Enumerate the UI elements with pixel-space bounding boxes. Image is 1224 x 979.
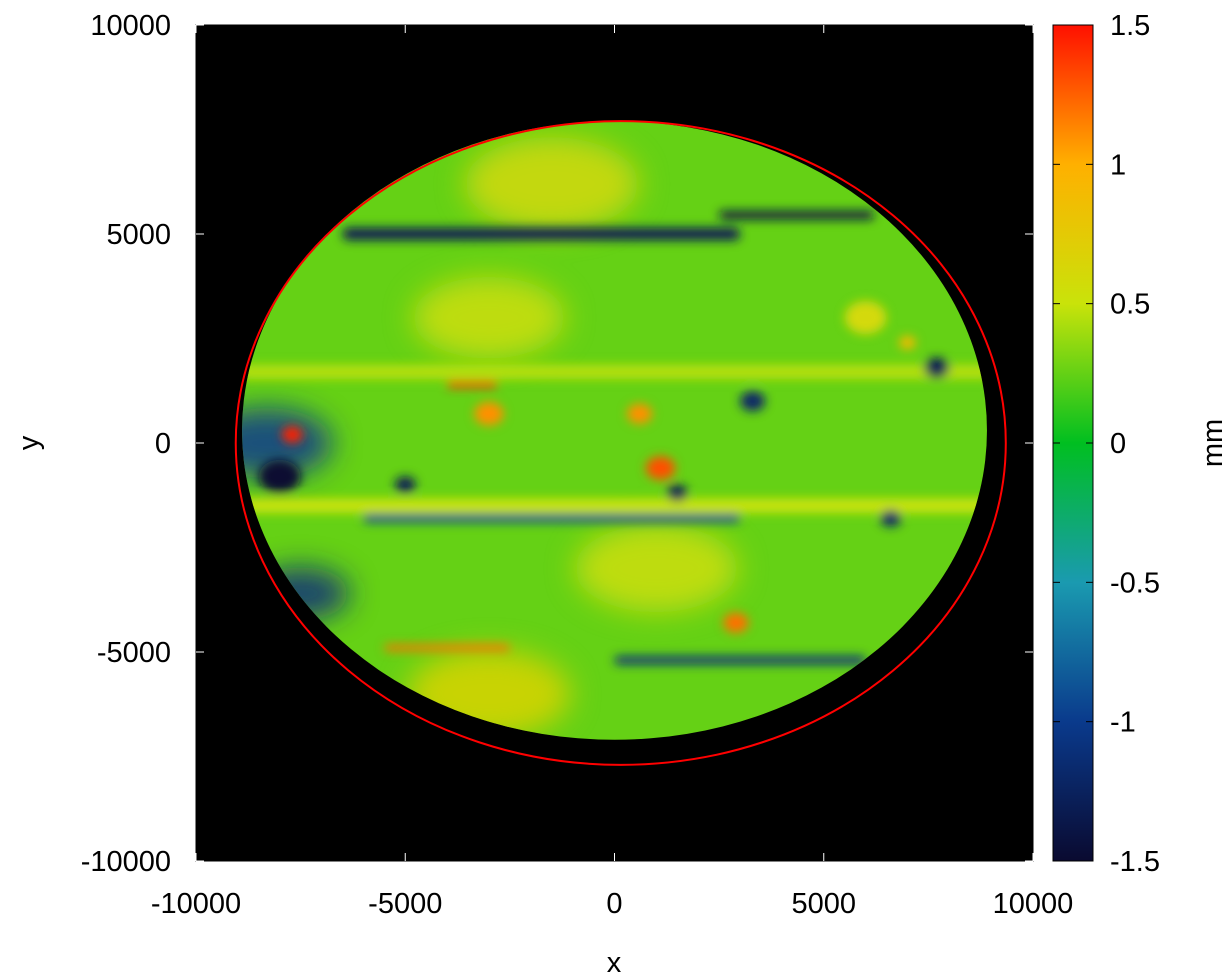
colorbar-label: mm — [1197, 419, 1224, 467]
x-tick-label: -10000 — [151, 888, 241, 920]
feature-band — [719, 211, 874, 220]
feature-spot — [880, 509, 902, 527]
x-tick-label: 5000 — [791, 888, 856, 920]
heatmap-features — [242, 211, 987, 665]
feature-spot — [844, 300, 887, 335]
feature-band — [614, 656, 866, 665]
x-axis-label: x — [607, 947, 622, 979]
x-tick-label: 10000 — [993, 888, 1074, 920]
feature-region — [464, 137, 639, 231]
x-tick-label: -5000 — [368, 888, 442, 920]
feature-region — [574, 524, 738, 613]
y-tick-label: -10000 — [81, 846, 171, 878]
feature-spot — [723, 612, 749, 633]
feature-spot — [394, 476, 416, 494]
y-tick-label: -5000 — [97, 637, 171, 669]
colorbar-tick-label: 0.5 — [1110, 289, 1150, 321]
colorbar-tick-label: -1 — [1110, 707, 1136, 739]
colorbar-tick-label: 1.5 — [1110, 10, 1150, 42]
feature-band — [384, 644, 510, 651]
disk-base-fill — [242, 121, 987, 740]
feature-band — [242, 364, 987, 380]
data-disk — [234, 120, 1007, 766]
feature-spot — [258, 459, 301, 494]
feature-spot — [740, 391, 766, 412]
feature-spot — [666, 484, 688, 502]
colorbar-tick-label: -1.5 — [1110, 846, 1160, 878]
feature-band — [342, 227, 741, 241]
colorbar-tick-label: -0.5 — [1110, 567, 1160, 599]
x-tick-label: 0 — [606, 888, 622, 920]
colorbar-tick-label: 1 — [1110, 149, 1126, 181]
colorbar-ticks: -1.5 -1 -0.5 0 0.5 1 1.5 — [1053, 10, 1160, 878]
x-axis-ticks: -10000 -5000 0 5000 10000 — [151, 25, 1073, 920]
feature-spot — [627, 403, 653, 424]
colorbar-tick-label: 0 — [1110, 428, 1126, 460]
y-tick-label: 5000 — [106, 219, 171, 251]
y-tick-label: 10000 — [90, 10, 171, 42]
y-axis-label: y — [13, 435, 45, 450]
y-tick-label: 0 — [155, 428, 171, 460]
feature-spot — [924, 357, 950, 378]
feature-band — [447, 381, 498, 388]
heatmap-regions — [242, 137, 738, 738]
feature-spot — [899, 335, 916, 350]
feature-spot — [474, 402, 504, 426]
feature-region — [412, 276, 566, 359]
feature-spot — [281, 426, 303, 444]
feature-band — [242, 498, 987, 514]
feature-spot — [645, 456, 676, 480]
feature-band — [363, 514, 741, 523]
feature-region — [242, 407, 333, 479]
reference-circle — [234, 120, 1007, 766]
y-axis-ticks: -10000 -5000 0 5000 10000 — [81, 10, 1033, 878]
